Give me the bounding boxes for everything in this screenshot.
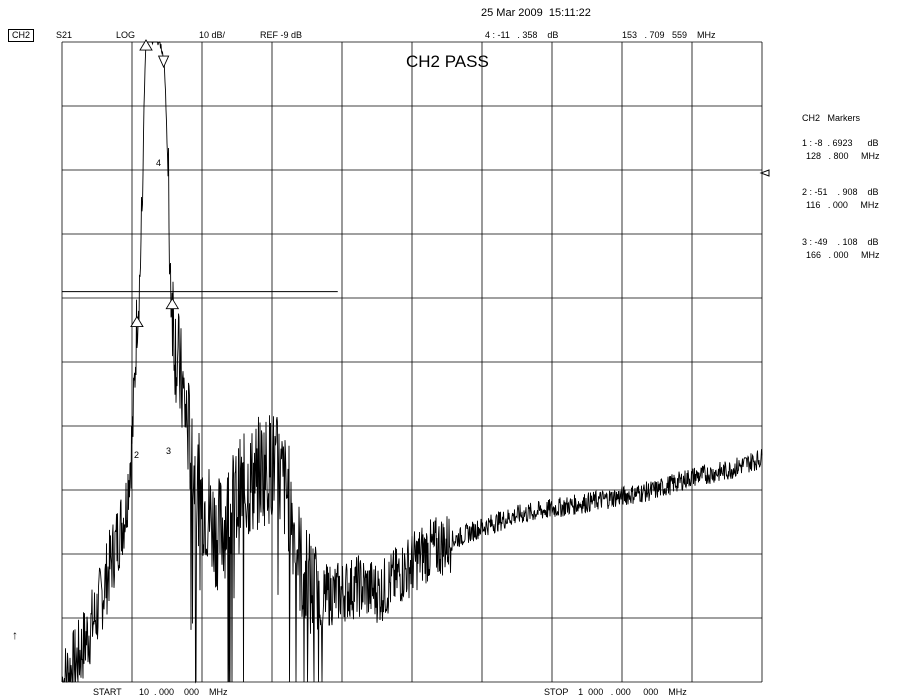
marker-3-label: 3	[166, 446, 172, 456]
marker-2-value: 2 : -51 . 908 dB	[802, 187, 879, 197]
scroll-arrow-icon: ↑	[12, 628, 18, 642]
trace-line	[61, 41, 763, 684]
parameter-label[interactable]: S21	[56, 30, 73, 40]
scale-label[interactable]: 10 dB/	[199, 30, 226, 40]
marker-1-frequency: 128 . 800 MHz	[806, 151, 880, 161]
marker-symbols	[130, 39, 180, 328]
format-label[interactable]: LOG	[116, 30, 136, 40]
active-marker-frequency: 153 . 709 559 MHz	[622, 30, 716, 40]
marker-1-triangle-icon	[139, 39, 153, 51]
marker-2-triangle-icon	[130, 315, 144, 328]
marker-3-value: 3 : -49 . 108 dB	[802, 237, 879, 247]
datetime-stamp: 25 Mar 2009 15:11:22	[481, 7, 591, 19]
reference-pointer-icon	[759, 169, 770, 177]
marker-2-frequency: 116 . 000 MHz	[806, 200, 879, 210]
start-frequency-label[interactable]: START 10 . 000 000 MHz	[93, 687, 228, 697]
channel-badge[interactable]: CH2	[8, 29, 35, 42]
marker-2-label: 2	[134, 450, 140, 460]
marker-4-triangle-icon	[157, 55, 170, 69]
marker-3-frequency: 166 . 000 MHz	[806, 250, 880, 260]
marker-4-label: 4	[156, 158, 162, 168]
grid-lines	[61, 41, 763, 683]
marker-3-triangle-icon	[165, 297, 180, 310]
stop-frequency-label[interactable]: STOP 1 000 . 000 000 MHz	[544, 687, 687, 697]
reference-label[interactable]: REF -9 dB	[260, 30, 303, 40]
markers-panel-title: CH2 Markers	[802, 113, 861, 123]
active-marker-value: 4 : -11 . 358 dB	[485, 30, 559, 40]
pass-fail-status: CH2 PASS	[406, 52, 489, 71]
marker-1-value: 1 : -8 . 6923 dB	[802, 138, 879, 148]
